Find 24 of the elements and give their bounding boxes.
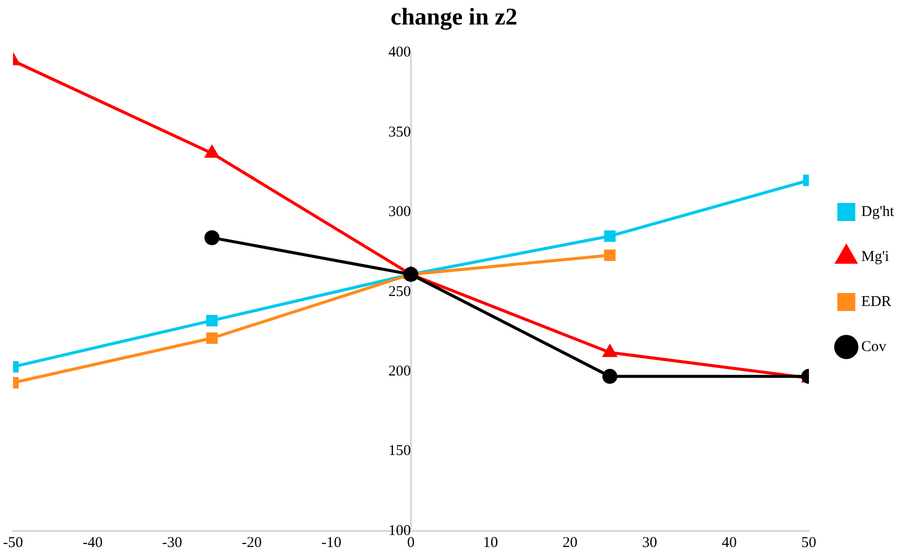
point bbox=[204, 230, 220, 246]
point bbox=[206, 332, 218, 344]
chart-title: change in z2 bbox=[390, 4, 518, 31]
x-tick-label: -20 bbox=[242, 534, 262, 551]
y-tick-label: 200 bbox=[388, 364, 411, 380]
x-tick-label: -10 bbox=[321, 534, 342, 551]
x-tick-label: 30 bbox=[642, 534, 658, 551]
x-tick-label: 50 bbox=[801, 534, 816, 551]
legend-label: Cov bbox=[861, 338, 887, 355]
legend-label: Mg'i bbox=[861, 248, 890, 265]
x-tick-label: -40 bbox=[82, 534, 103, 551]
x-tick-label: 20 bbox=[562, 534, 578, 551]
y-tick-label: 400 bbox=[388, 44, 411, 61]
x-tick-label: 40 bbox=[722, 534, 737, 551]
legend-label: EDR bbox=[861, 294, 892, 310]
x-tick-label: -30 bbox=[162, 534, 182, 551]
x-tick-label: -50 bbox=[3, 534, 23, 551]
legend-label: Dg'ht bbox=[861, 204, 895, 220]
y-tick-label: 300 bbox=[388, 204, 411, 220]
y-tick-label: 150 bbox=[388, 443, 411, 460]
y-tick-label: 350 bbox=[388, 124, 411, 140]
y-tick-label: 250 bbox=[388, 284, 411, 300]
x-tick-label: 0 bbox=[407, 534, 415, 551]
x-tick-label: 10 bbox=[482, 534, 498, 551]
